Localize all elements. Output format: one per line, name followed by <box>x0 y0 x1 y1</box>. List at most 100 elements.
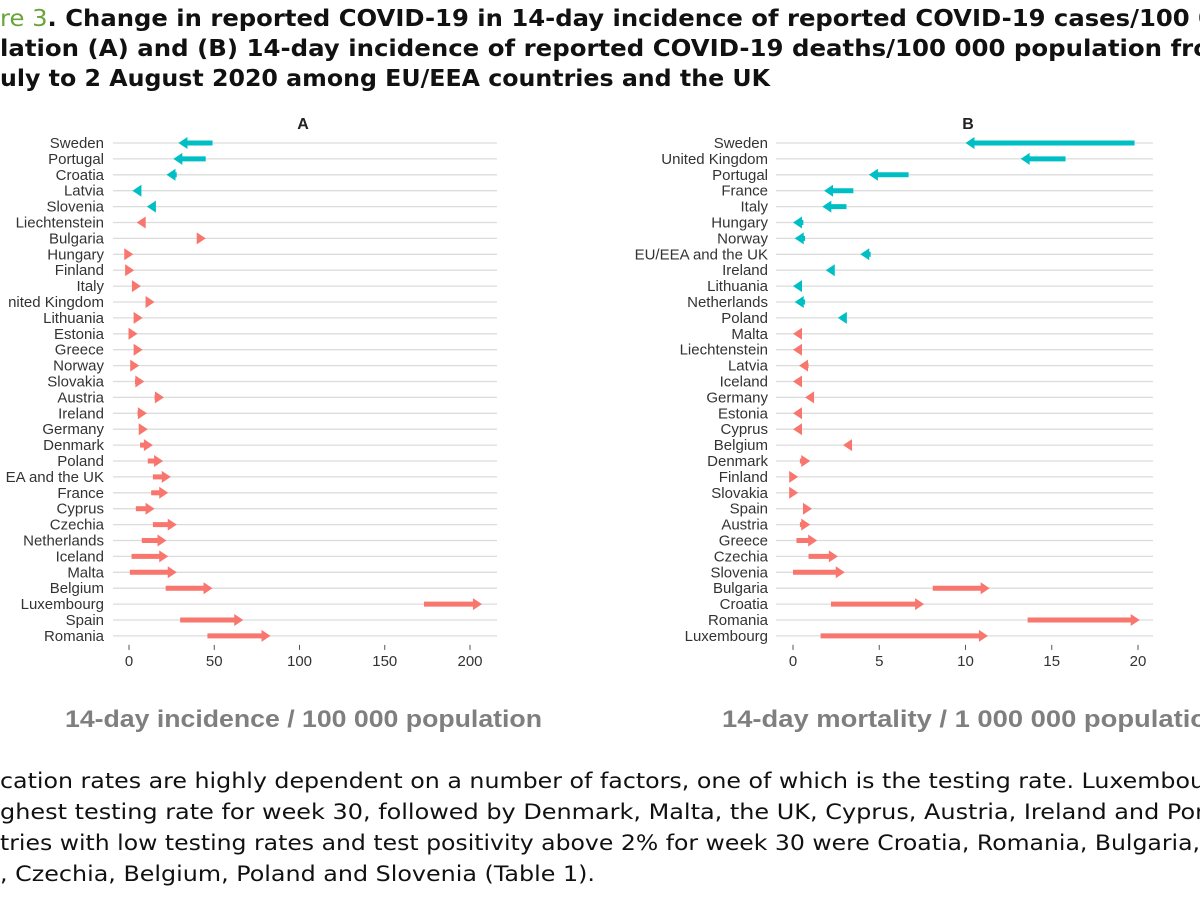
arrow-head <box>915 598 925 611</box>
arrow-head <box>789 486 799 499</box>
x-tick-label: 0 <box>789 653 797 670</box>
arrow-head <box>799 359 809 372</box>
panel-label: A <box>297 116 309 133</box>
x-tick-label: 150 <box>372 653 397 670</box>
arrow-head <box>196 232 206 245</box>
category-label: Denmark <box>43 437 104 454</box>
category-label: Croatia <box>720 596 769 613</box>
category-label: Norway <box>53 358 104 375</box>
arrow-mark <box>789 470 799 483</box>
arrow-mark <box>152 470 171 483</box>
category-label: Netherlands <box>23 533 104 550</box>
arrow-head <box>978 629 988 642</box>
arrow-mark <box>124 248 134 261</box>
category-label: Spain <box>730 501 768 518</box>
arrow-mark <box>1027 614 1140 626</box>
caption-line-1-text: . Change in reported COVID-19 in 14-day … <box>48 6 1200 32</box>
arrow-mark <box>1020 152 1066 165</box>
category-label: Portugal <box>48 151 104 168</box>
category-label: Estonia <box>718 405 769 422</box>
arrow-head <box>793 327 802 340</box>
category-label: Czechia <box>50 517 105 534</box>
arrow-head <box>794 296 804 308</box>
arrow-head <box>136 216 146 229</box>
arrow-head <box>822 200 832 213</box>
arrow-head <box>137 407 147 420</box>
arrow-head <box>131 280 141 293</box>
body-line-4: , Czechia, Belgium, Poland and Slovenia … <box>0 862 595 886</box>
category-label: Portugal <box>712 167 768 184</box>
arrow-head <box>159 486 169 499</box>
x-tick-label: 15 <box>1043 653 1060 670</box>
arrow-head <box>178 137 188 149</box>
arrow-head <box>801 518 811 531</box>
x-axis-title: 14-day mortality / 1 000 000 populatio <box>722 706 1200 733</box>
arrow-mark <box>965 137 1135 149</box>
arrow-head <box>124 248 134 261</box>
arrow-head <box>145 502 155 515</box>
arrow-head <box>145 296 155 308</box>
arrow-head <box>166 168 176 181</box>
category-label: Malta <box>67 564 104 581</box>
category-label: EU/EEA and the UK <box>635 246 768 263</box>
category-label: Finland <box>55 262 104 279</box>
arrow-head <box>125 264 135 277</box>
arrow-mark <box>830 598 925 611</box>
body-line-3: tries with low testing rates and test po… <box>0 831 1200 855</box>
category-label: Poland <box>721 310 768 327</box>
category-label: Liechtenstein <box>680 342 768 359</box>
arrow-mark <box>794 296 806 308</box>
arrow-head <box>843 439 853 452</box>
arrow-mark <box>147 455 164 467</box>
category-label: Luxembourg <box>685 628 768 645</box>
arrow-mark <box>145 296 155 308</box>
category-label: Netherlands <box>687 294 768 311</box>
arrow-mark <box>793 423 802 436</box>
arrow-head <box>128 327 138 340</box>
arrow-mark <box>136 216 146 229</box>
arrow-head <box>868 168 878 181</box>
caption-line-3: uly to 2 August 2020 among EU/EEA countr… <box>0 66 771 92</box>
arrow-head <box>154 455 164 467</box>
arrow-head <box>161 470 171 483</box>
arrow-mark <box>793 407 802 420</box>
arrow-head <box>801 455 811 467</box>
arrow-mark <box>802 502 812 515</box>
x-tick-label: 200 <box>457 653 482 670</box>
category-label: Iceland <box>720 374 768 391</box>
arrow-head <box>793 343 802 356</box>
arrow-mark <box>824 184 854 197</box>
category-label: Czechia <box>714 548 769 565</box>
arrow-mark <box>793 216 804 229</box>
arrow-head <box>824 184 834 197</box>
arrow-mark <box>794 232 806 245</box>
category-label: Cyprus <box>56 501 104 518</box>
category-label: Slovenia <box>710 564 768 581</box>
category-label: Romania <box>44 628 105 645</box>
figure-label: re 3 <box>0 6 48 32</box>
arrow-mark <box>196 232 206 245</box>
arrow-head <box>794 232 804 245</box>
category-label: Croatia <box>56 167 105 184</box>
arrow-mark <box>805 391 815 404</box>
category-label: Malta <box>731 326 768 343</box>
arrow-mark <box>180 614 244 626</box>
category-label: Spain <box>66 612 104 629</box>
arrow-head <box>143 439 153 452</box>
arrow-head <box>980 582 990 595</box>
category-label: Denmark <box>707 453 768 470</box>
arrow-head <box>132 184 142 197</box>
category-label: Lithuania <box>43 310 105 327</box>
body-line-1: cation rates are highly dependent on a n… <box>0 769 1200 793</box>
category-label: Cyprus <box>720 421 768 438</box>
category-label: Estonia <box>54 326 105 343</box>
arrow-mark <box>152 518 177 531</box>
arrow-mark <box>132 184 142 197</box>
category-label: Hungary <box>47 246 104 263</box>
category-label: nited Kingdom <box>8 294 104 311</box>
category-label: Poland <box>57 453 104 470</box>
arrow-head <box>130 359 140 372</box>
arrow-mark <box>173 152 206 165</box>
